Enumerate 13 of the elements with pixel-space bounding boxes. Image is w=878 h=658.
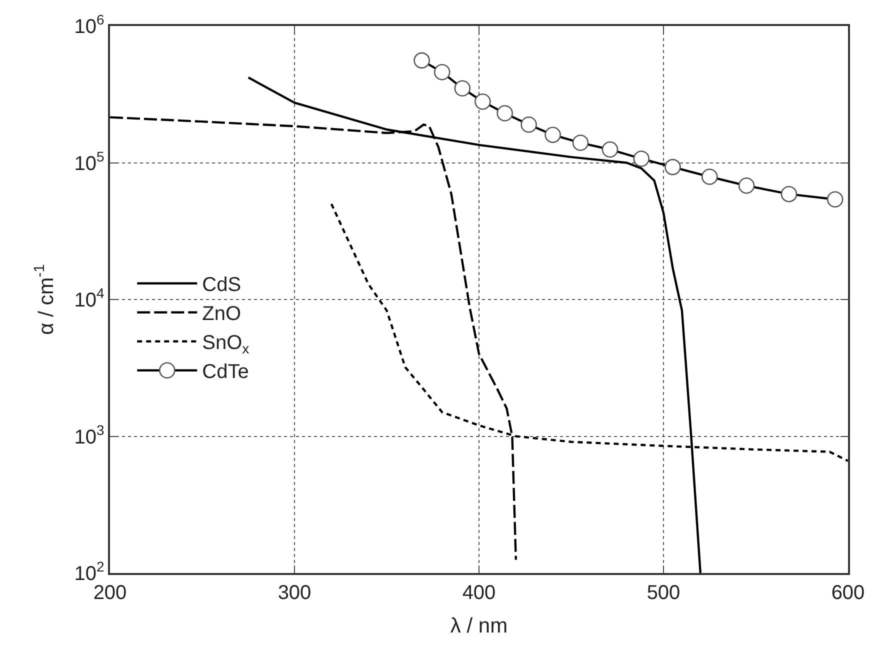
x-tick-label: 300 [278,582,312,604]
x-tick-label: 400 [462,582,496,604]
legend-label: CdS [202,274,242,296]
y-tick-label: 10$^{5}$ [74,148,104,175]
x-tick-label: 500 [646,582,680,604]
x-axis-title: λ / nm [450,614,508,638]
legend-label: ZnO [202,303,242,326]
y-tick-label: 10$^{6}$ [74,12,104,38]
legend-label: SnO$_{x}$ [202,332,250,356]
x-tick-label: 600 [831,582,865,604]
legend-label: CdTe [202,361,249,384]
y-tick-label: 10$^{3}$ [74,422,104,448]
y-tick-label: 10$^{4}$ [74,285,104,312]
